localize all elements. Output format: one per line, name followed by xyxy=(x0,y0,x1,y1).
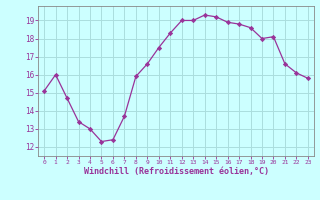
X-axis label: Windchill (Refroidissement éolien,°C): Windchill (Refroidissement éolien,°C) xyxy=(84,167,268,176)
